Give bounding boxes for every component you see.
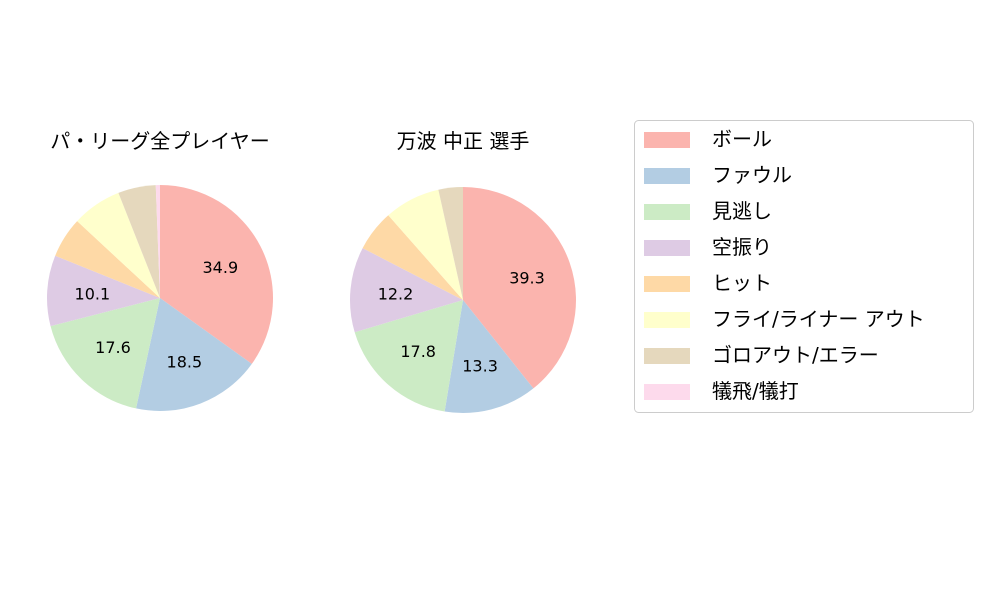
pie-slice [350, 248, 463, 333]
legend-swatch [644, 132, 690, 148]
legend-entry: 犠飛/犠打 [712, 379, 799, 403]
pie-slice [463, 187, 576, 389]
slice-label: 18.5 [167, 352, 203, 371]
pie-slice [77, 192, 160, 298]
legend-entry: ヒット [712, 271, 772, 295]
legend-swatch [644, 348, 690, 364]
pie-slice [354, 300, 463, 412]
pie-slice [438, 187, 463, 300]
legend-entry: ゴロアウト/エラー [712, 343, 879, 367]
legend-swatch [644, 276, 690, 292]
pie-slice [362, 215, 463, 300]
legend-entry: フライ/ライナー アウト [712, 307, 925, 331]
pie-slice [118, 185, 160, 298]
pie-slice [46, 255, 160, 327]
slice-label: 34.9 [203, 258, 239, 277]
legend-swatch [644, 384, 690, 400]
slice-label: 39.3 [509, 269, 545, 288]
legend-entry: ファウル [712, 163, 792, 187]
legend-swatch [644, 312, 690, 328]
legend-frame [634, 120, 974, 413]
slice-label: 12.2 [378, 285, 414, 304]
pie-slice [155, 185, 160, 298]
legend-swatch [644, 204, 690, 220]
pie-slice [55, 221, 160, 298]
slice-label: 17.6 [95, 338, 131, 357]
pie-1: パ・リーグ全プレイヤー 34.9 18.5 17.6 10.1 [46, 129, 274, 411]
pie-slice [388, 189, 463, 300]
legend-swatch [644, 168, 690, 184]
slice-label: 10.1 [75, 285, 111, 304]
pie-2: 万波 中正 選手 39.3 13.3 17.8 12.2 [350, 129, 576, 413]
legend-entry: ボール [712, 127, 772, 151]
legend-swatch [644, 240, 690, 256]
slice-label: 17.8 [400, 342, 436, 361]
pie-slice [136, 298, 252, 411]
pie-slice [160, 185, 274, 364]
slice-label: 13.3 [462, 357, 498, 376]
pie-title: パ・リーグ全プレイヤー [50, 129, 269, 153]
legend-entry: 見逃し [712, 199, 772, 223]
pie-slice [444, 300, 534, 413]
pie-title: 万波 中正 選手 [397, 129, 530, 153]
legend-entry: 空振り [712, 235, 772, 259]
pie-slice [50, 298, 160, 409]
